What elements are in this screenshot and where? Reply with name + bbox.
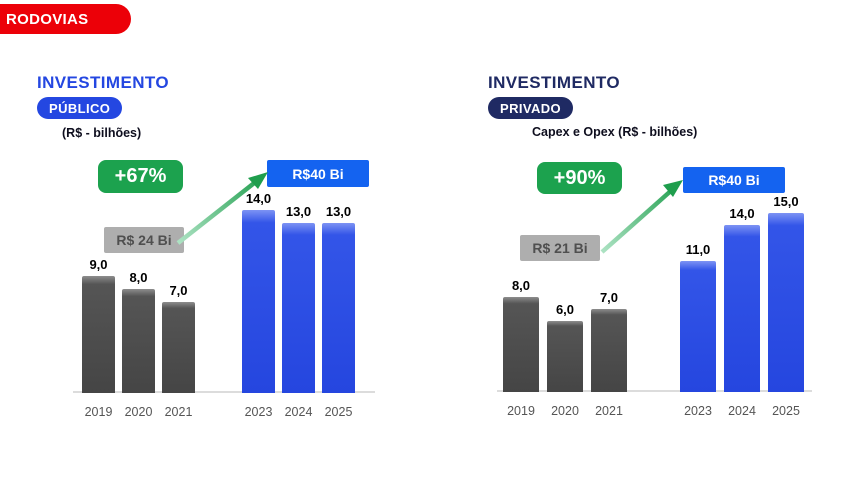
- x-axis-tick-label: 2019: [507, 404, 535, 418]
- bar-value-label: 8,0: [129, 270, 148, 285]
- bar-público-2024: [282, 223, 315, 393]
- left-from-badge-label: R$ 24 Bi: [116, 232, 172, 248]
- bar-value-label: 9,0: [89, 257, 108, 272]
- x-axis-tick-label: 2023: [684, 404, 712, 418]
- x-axis-tick-label: 2020: [124, 405, 153, 419]
- left-from-badge: R$ 24 Bi: [104, 227, 184, 253]
- left-x-axis-line: [73, 391, 375, 393]
- bar-value-label: 14,0: [729, 206, 755, 221]
- bar-público-2023: [242, 210, 275, 393]
- bar-value-label: 6,0: [555, 302, 575, 317]
- left-chart-subtitle: (R$ - bilhões): [62, 126, 142, 140]
- left-target-badge: R$40 Bi: [267, 160, 369, 187]
- x-axis-tick-label: 2024: [728, 404, 756, 418]
- right-target-badge: R$40 Bi: [683, 167, 785, 193]
- bar-privado-2021: [591, 309, 627, 392]
- bar-privado-2020: [547, 321, 583, 392]
- left-chart-title: INVESTIMENTO: [37, 73, 170, 92]
- left-growth-badge: +67%: [98, 160, 183, 193]
- bar-value-label: 7,0: [599, 290, 619, 305]
- x-axis-tick-label: 2021: [595, 404, 623, 418]
- bar-privado-2024: [724, 225, 760, 392]
- right-chart-category-badge: PRIVADO: [488, 97, 574, 119]
- left-chart-category-badge-label: PÚBLICO: [49, 100, 111, 116]
- left-chart-category-badge: PÚBLICO: [37, 97, 123, 119]
- bar-público-2021: [162, 302, 195, 393]
- x-axis-tick-label: 2023: [244, 405, 273, 419]
- left-growth-badge-label: +67%: [114, 165, 167, 187]
- right-target-badge-label: R$40 Bi: [708, 172, 760, 188]
- right-chart-title: INVESTIMENTO: [488, 73, 621, 92]
- right-x-axis-line: [497, 390, 812, 392]
- right-chart-category-badge-label: PRIVADO: [500, 100, 562, 116]
- bar-privado-2019: [503, 297, 539, 392]
- right-chart-subtitle: Capex e Opex (R$ - bilhões): [532, 125, 698, 139]
- bar-público-2019: [82, 276, 115, 393]
- bar-privado-2023: [680, 261, 716, 392]
- left-target-badge-label: R$40 Bi: [292, 165, 344, 182]
- bar-value-label: 7,0: [169, 283, 188, 298]
- x-axis-tick-label: 2020: [551, 404, 579, 418]
- bar-privado-2025: [768, 213, 804, 392]
- bar-público-2020: [122, 289, 155, 393]
- x-axis-tick-label: 2021: [164, 405, 193, 419]
- bar-value-label: 13,0: [285, 204, 312, 219]
- right-from-badge: R$ 21 Bi: [520, 235, 600, 261]
- bar-value-label: 13,0: [325, 204, 352, 219]
- x-axis-tick-label: 2025: [772, 404, 800, 418]
- x-axis-tick-label: 2025: [324, 405, 353, 419]
- left-bar-plot: 9,0 2019 8,0 2020 7,0 2021 14,0 2023 13,0 2024 13,…: [73, 160, 375, 419]
- right-from-badge-label: R$ 21 Bi: [532, 240, 588, 256]
- bar-value-label: 15,0: [773, 194, 799, 209]
- bar-value-label: 14,0: [245, 191, 272, 206]
- right-bar-plot: 8,0 2019 6,0 2020 7,0 2021 11,0 2023 14,0 2024 15,…: [497, 160, 812, 418]
- bar-público-2025: [322, 223, 355, 393]
- x-axis-tick-label: 2024: [284, 405, 313, 419]
- section-ribbon-label: RODOVIAS: [6, 10, 89, 28]
- section-ribbon: RODOVIAS: [0, 4, 131, 34]
- right-growth-badge-label: +90%: [553, 166, 606, 189]
- bar-value-label: 11,0: [685, 242, 711, 257]
- x-axis-tick-label: 2019: [84, 405, 113, 419]
- bar-value-label: 8,0: [511, 278, 531, 293]
